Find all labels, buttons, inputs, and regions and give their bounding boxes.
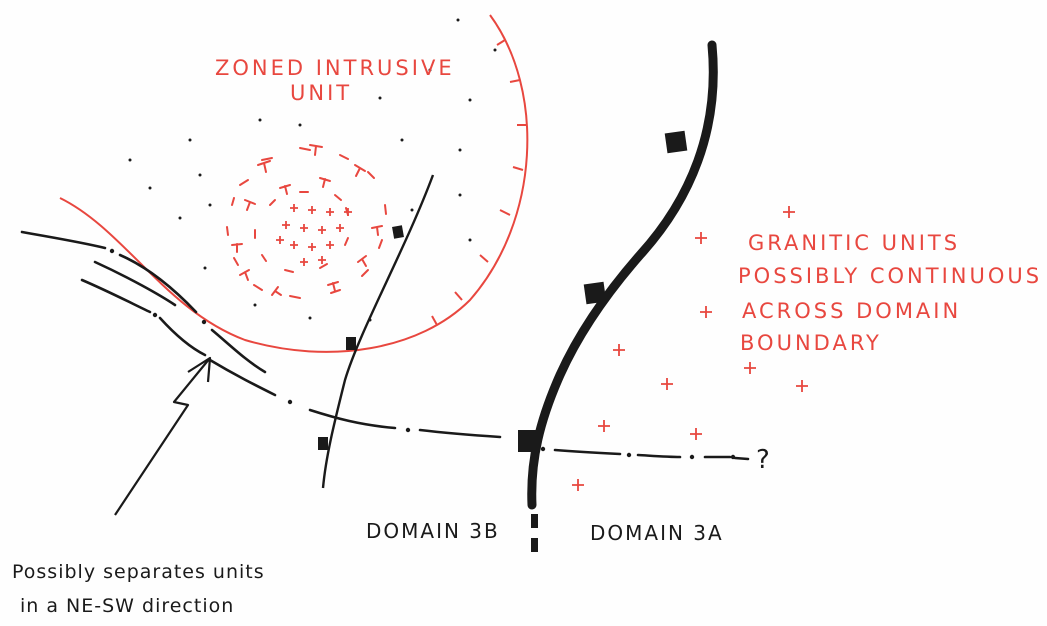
zoned-intrusive-label-2: UNIT: [290, 81, 352, 105]
lineament-lower: [80, 260, 750, 461]
granitic-label-3: ACROSS DOMAIN: [742, 299, 961, 323]
question-mark: ?: [756, 445, 772, 475]
domain-boundary-teeth: [518, 130, 688, 452]
thin-fault-teeth: [318, 225, 404, 450]
granitic-label-4: BOUNDARY: [740, 331, 882, 355]
lineament-upper: [20, 230, 267, 374]
domain-3a-label: DOMAIN 3A: [590, 521, 724, 545]
zigzag-arrow-shaft: [114, 357, 211, 516]
note-line-1: Possibly separates units: [12, 561, 265, 583]
granitic-label-2: POSSIBLY CONTINUOUS: [738, 264, 1042, 288]
lineament-dots: [109, 248, 736, 460]
note-line-2: in a NE-SW direction: [20, 595, 234, 617]
arrow-head: [187, 356, 212, 383]
granitic-label-1: GRANITIC UNITS: [748, 231, 960, 255]
zoned-intrusive-label: ZONED INTRUSIVE: [215, 56, 455, 80]
intrusive-contact-ticks: [431, 39, 527, 326]
domain-boundary: [527, 40, 718, 510]
intrusive-inner-zone: [226, 144, 387, 299]
domain-boundary-dashed-tail: [531, 514, 538, 552]
intrusive-core-crosses: [276, 204, 352, 266]
intrusive-stipple: [128, 18, 497, 322]
granitic-crosses: [572, 206, 808, 491]
thin-fault: [321, 174, 435, 489]
domain-3b-label: DOMAIN 3B: [366, 519, 500, 543]
